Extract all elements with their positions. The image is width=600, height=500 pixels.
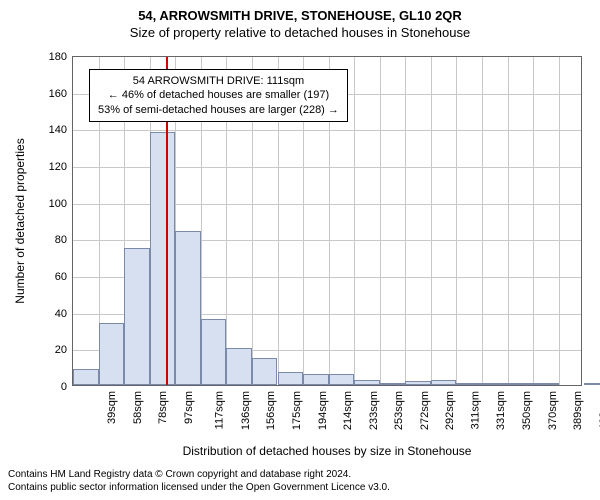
page-title: 54, ARROWSMITH DRIVE, STONEHOUSE, GL10 2… — [0, 0, 600, 23]
grid-line-v — [482, 57, 483, 385]
histogram-bar — [533, 383, 559, 385]
chart-container: 54, ARROWSMITH DRIVE, STONEHOUSE, GL10 2… — [0, 0, 600, 500]
x-tick: 156sqm — [266, 391, 278, 430]
histogram-bar — [584, 383, 600, 385]
grid-line-v — [405, 57, 406, 385]
histogram-bar — [150, 132, 176, 385]
histogram-bar — [201, 319, 227, 385]
x-tick: 311sqm — [469, 391, 481, 429]
grid-line-v — [559, 57, 560, 385]
info-line-1: 54 ARROWSMITH DRIVE: 111sqm — [98, 74, 339, 88]
grid-line-v — [456, 57, 457, 385]
histogram-bar — [405, 381, 431, 385]
y-tick: 0 — [61, 381, 73, 393]
grid-line-v — [431, 57, 432, 385]
histogram-bar — [431, 380, 457, 386]
x-tick: 272sqm — [419, 391, 431, 430]
histogram-bar — [354, 380, 380, 386]
histogram-bar — [456, 383, 482, 385]
footer: Contains HM Land Registry data © Crown c… — [8, 469, 390, 494]
x-axis-label: Distribution of detached houses by size … — [183, 444, 472, 458]
x-tick: 175sqm — [291, 391, 303, 430]
y-tick: 180 — [49, 51, 73, 63]
y-tick: 100 — [49, 198, 73, 210]
y-tick: 80 — [55, 234, 73, 246]
info-line-2: ← 46% of detached houses are smaller (19… — [98, 88, 339, 102]
grid-line-v — [508, 57, 509, 385]
x-tick: 350sqm — [521, 391, 533, 430]
histogram-bar — [482, 383, 508, 385]
x-tick: 117sqm — [214, 391, 226, 429]
y-tick: 120 — [49, 161, 73, 173]
y-tick: 20 — [55, 344, 73, 356]
histogram-bar — [73, 369, 99, 386]
grid-line-v — [533, 57, 534, 385]
y-tick: 40 — [55, 308, 73, 320]
x-tick: 370sqm — [547, 391, 559, 430]
y-axis-label: Number of detached properties — [13, 138, 27, 303]
page-subtitle: Size of property relative to detached ho… — [0, 23, 600, 40]
y-tick: 60 — [55, 271, 73, 283]
footer-line-2: Contains public sector information licen… — [8, 482, 390, 495]
x-tick: 233sqm — [368, 391, 380, 430]
histogram-bar — [508, 383, 534, 385]
histogram-bar — [99, 323, 125, 385]
grid-line-v — [354, 57, 355, 385]
x-tick: 214sqm — [342, 391, 354, 430]
info-line-3: 53% of semi-detached houses are larger (… — [98, 103, 339, 117]
x-tick: 97sqm — [183, 391, 195, 424]
histogram-bar — [252, 358, 278, 386]
histogram-bar — [175, 231, 201, 385]
histogram-bar — [329, 374, 355, 385]
footer-line-1: Contains HM Land Registry data © Crown c… — [8, 469, 390, 482]
x-tick: 78sqm — [157, 391, 169, 424]
histogram-bar — [226, 348, 252, 385]
x-tick: 58sqm — [132, 391, 144, 424]
x-tick: 389sqm — [572, 391, 584, 430]
grid-line-v — [380, 57, 381, 385]
histogram-bar — [303, 374, 329, 385]
histogram-bar — [278, 372, 304, 385]
x-tick: 292sqm — [444, 391, 456, 430]
x-tick: 194sqm — [317, 391, 329, 430]
info-box: 54 ARROWSMITH DRIVE: 111sqm ← 46% of det… — [89, 69, 348, 122]
plot-area: 02040608010012014016018039sqm58sqm78sqm9… — [72, 56, 582, 386]
histogram-bar — [124, 248, 150, 386]
x-tick: 331sqm — [496, 391, 508, 430]
histogram-bar — [380, 383, 406, 385]
x-tick: 39sqm — [106, 391, 118, 424]
x-tick: 253sqm — [393, 391, 405, 430]
x-tick: 136sqm — [240, 391, 252, 430]
y-tick: 160 — [49, 88, 73, 100]
y-tick: 140 — [49, 124, 73, 136]
